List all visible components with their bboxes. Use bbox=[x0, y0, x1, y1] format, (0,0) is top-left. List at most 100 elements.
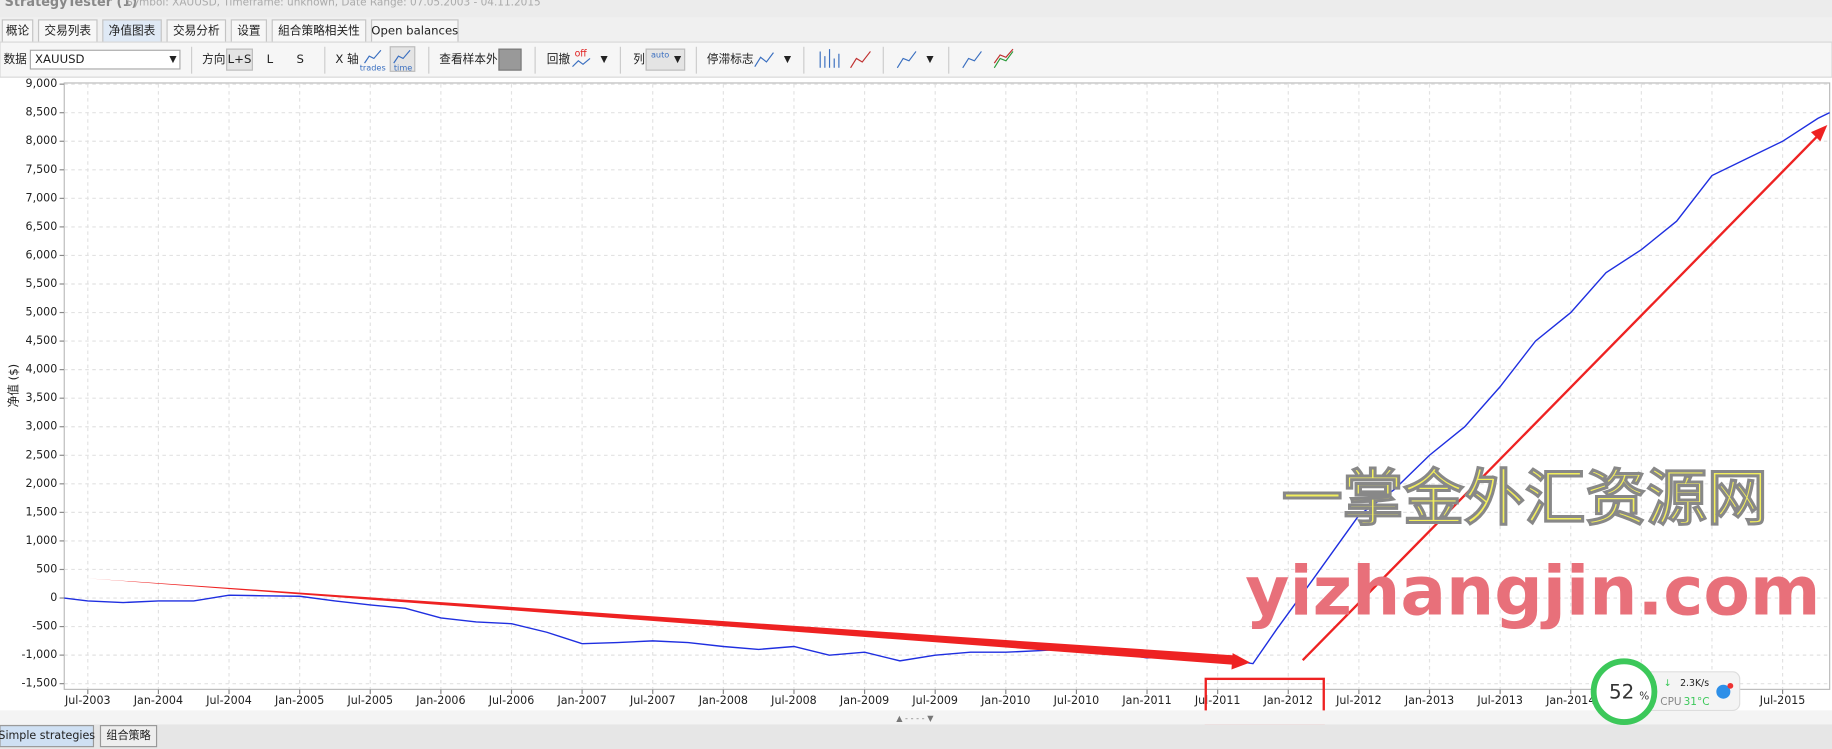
toggle-selected[interactable] bbox=[389, 46, 416, 72]
watermark: 一掌金外汇资源网 bbox=[1282, 464, 1768, 534]
y-tick-label: 7,000 bbox=[26, 191, 58, 204]
dropdown-arrow[interactable]: ▼ bbox=[926, 54, 934, 65]
tab-label[interactable]: 净值图表 bbox=[109, 24, 156, 38]
dropdown[interactable] bbox=[645, 48, 686, 71]
x-tick-label: Jan-2014 bbox=[1545, 694, 1595, 707]
tab-label[interactable]: 交易列表 bbox=[44, 24, 91, 38]
tab-label[interactable]: 交易分析 bbox=[173, 24, 220, 38]
direction-option[interactable]: L bbox=[267, 52, 274, 66]
icon[interactable] bbox=[896, 51, 917, 69]
label: 停滞标志 bbox=[707, 52, 754, 66]
x-tick-label: Jul-2004 bbox=[205, 694, 252, 707]
y-axis-label: 净值 ($) bbox=[7, 364, 21, 408]
tab-label[interactable]: 概论 bbox=[6, 24, 30, 38]
tab-label[interactable]: 设置 bbox=[237, 24, 261, 38]
tab-label[interactable]: 組合策略相关性 bbox=[278, 24, 360, 38]
y-tick-label: 9,000 bbox=[26, 77, 58, 90]
y-tick-label: 1,000 bbox=[26, 534, 58, 547]
download-icon: ↓ bbox=[1664, 678, 1672, 689]
y-tick-label: 2,500 bbox=[26, 448, 58, 461]
x-tick-label: Jul-2008 bbox=[770, 694, 817, 707]
label: X 轴 bbox=[335, 52, 358, 66]
toggle[interactable] bbox=[498, 48, 522, 71]
direction-option[interactable]: L+S bbox=[228, 52, 252, 66]
icon[interactable] bbox=[993, 51, 1014, 69]
cpu-label: CPU bbox=[1660, 696, 1681, 708]
dropdown-arrow[interactable]: ▼ bbox=[600, 54, 608, 65]
icon[interactable] bbox=[993, 48, 1014, 64]
toggle-state[interactable]: off bbox=[575, 48, 588, 59]
splitter[interactable] bbox=[0, 710, 1832, 725]
y-tick-label: 500 bbox=[36, 562, 57, 575]
x-tick-label: Jan-2009 bbox=[839, 694, 889, 707]
bottom-tab-label[interactable]: Simple strategies bbox=[0, 729, 95, 742]
splitter-handle[interactable]: ▲ - - - - ▼ bbox=[896, 713, 934, 723]
x-axis-option[interactable]: trades bbox=[360, 62, 386, 72]
x-tick-label: Jan-2004 bbox=[133, 694, 183, 707]
icon[interactable] bbox=[754, 52, 774, 67]
bottom-tab-active[interactable] bbox=[0, 725, 95, 748]
y-tick-label: 5,500 bbox=[26, 277, 58, 290]
badge bbox=[1727, 682, 1734, 689]
arrow-head bbox=[1231, 653, 1251, 670]
bottom-tab[interactable] bbox=[99, 725, 158, 748]
label: 查看样本外 bbox=[439, 52, 498, 66]
x-tick-label: Jan-2011 bbox=[1121, 694, 1171, 707]
bottom-tab-label[interactable]: 组合策略 bbox=[106, 728, 150, 742]
y-tick-label: 0 bbox=[50, 591, 57, 604]
direction-option[interactable]: S bbox=[297, 52, 304, 66]
x-tick-label: Jul-2011 bbox=[1194, 694, 1241, 707]
plus-button[interactable] bbox=[1716, 684, 1731, 699]
arrow-head bbox=[1810, 125, 1828, 142]
icon bbox=[364, 49, 382, 64]
system-monitor: 52 % ↓ 2.3K/s CPU 31°C bbox=[1590, 658, 1741, 726]
toolbar bbox=[0, 41, 1832, 78]
x-tick-label: Jan-2012 bbox=[1263, 694, 1313, 707]
net-speed: 2.3K/s bbox=[1680, 678, 1709, 689]
chart: 净值 ($) -1,500 -1,000 -500 0 500 1,000 1,500 2,0… bbox=[7, 77, 1831, 707]
x-axis-option[interactable]: time bbox=[394, 62, 412, 72]
cpu-temp: 31°C bbox=[1684, 696, 1710, 708]
dropdown-arrow: ▼ bbox=[674, 54, 682, 65]
x-tick-label: Jan-2005 bbox=[274, 694, 324, 707]
x-tick-label: Jul-2006 bbox=[488, 694, 535, 707]
y-tick-label: 6,000 bbox=[26, 248, 58, 261]
tab-label[interactable]: Open balances bbox=[371, 24, 458, 38]
gauge-unit: % bbox=[1639, 690, 1649, 702]
y-tick-label: 8,500 bbox=[26, 106, 58, 119]
y-tick-label: -1,500 bbox=[22, 677, 58, 690]
annotations: 一掌金外汇资源网 yizhangjin.com bbox=[87, 125, 1828, 725]
symbol-dropdown[interactable] bbox=[29, 49, 181, 70]
dropdown-value: auto bbox=[651, 49, 669, 59]
y-tick-label: 4,500 bbox=[26, 334, 58, 347]
window-subtitle: Symbol: XAUUSD, Timeframe: unknown, Date… bbox=[126, 0, 541, 8]
x-tick-label: Jan-2013 bbox=[1404, 694, 1454, 707]
x-tick-label: Jul-2003 bbox=[64, 694, 111, 707]
plot-area bbox=[63, 82, 1831, 690]
tabs: 概论 交易列表 净值图表 交易分析 设置 組合策略相关性 Open balances bbox=[1, 19, 459, 43]
x-tick-label: Jul-2013 bbox=[1476, 694, 1523, 707]
y-tick-label: 7,500 bbox=[26, 163, 58, 176]
window-title: StrategyTester (1) bbox=[5, 0, 138, 10]
dropdown-value: XAUUSD bbox=[35, 52, 84, 66]
dropdown-arrow[interactable]: ▼ bbox=[784, 54, 792, 65]
label: 列 bbox=[633, 52, 645, 66]
x-tick-label: Jan-2006 bbox=[415, 694, 465, 707]
label: 方向 bbox=[202, 52, 225, 66]
x-tick-label: Jan-2010 bbox=[980, 694, 1030, 707]
gauge-value: 52 bbox=[1609, 680, 1634, 703]
icon[interactable] bbox=[819, 49, 840, 68]
icon bbox=[393, 49, 411, 64]
label: 数据 bbox=[4, 52, 28, 66]
x-tick-label: Jul-2010 bbox=[1053, 694, 1100, 707]
icon[interactable] bbox=[962, 51, 982, 69]
title-bar bbox=[0, 0, 1832, 18]
icon[interactable] bbox=[850, 51, 871, 69]
icon bbox=[572, 58, 591, 68]
y-tick-label: 5,000 bbox=[26, 306, 58, 319]
x-tick-label: Jul-2012 bbox=[1335, 694, 1382, 707]
toggle-selected[interactable] bbox=[226, 48, 253, 71]
x-tick-label: Jan-2007 bbox=[556, 694, 606, 707]
equity-line bbox=[64, 112, 1830, 665]
